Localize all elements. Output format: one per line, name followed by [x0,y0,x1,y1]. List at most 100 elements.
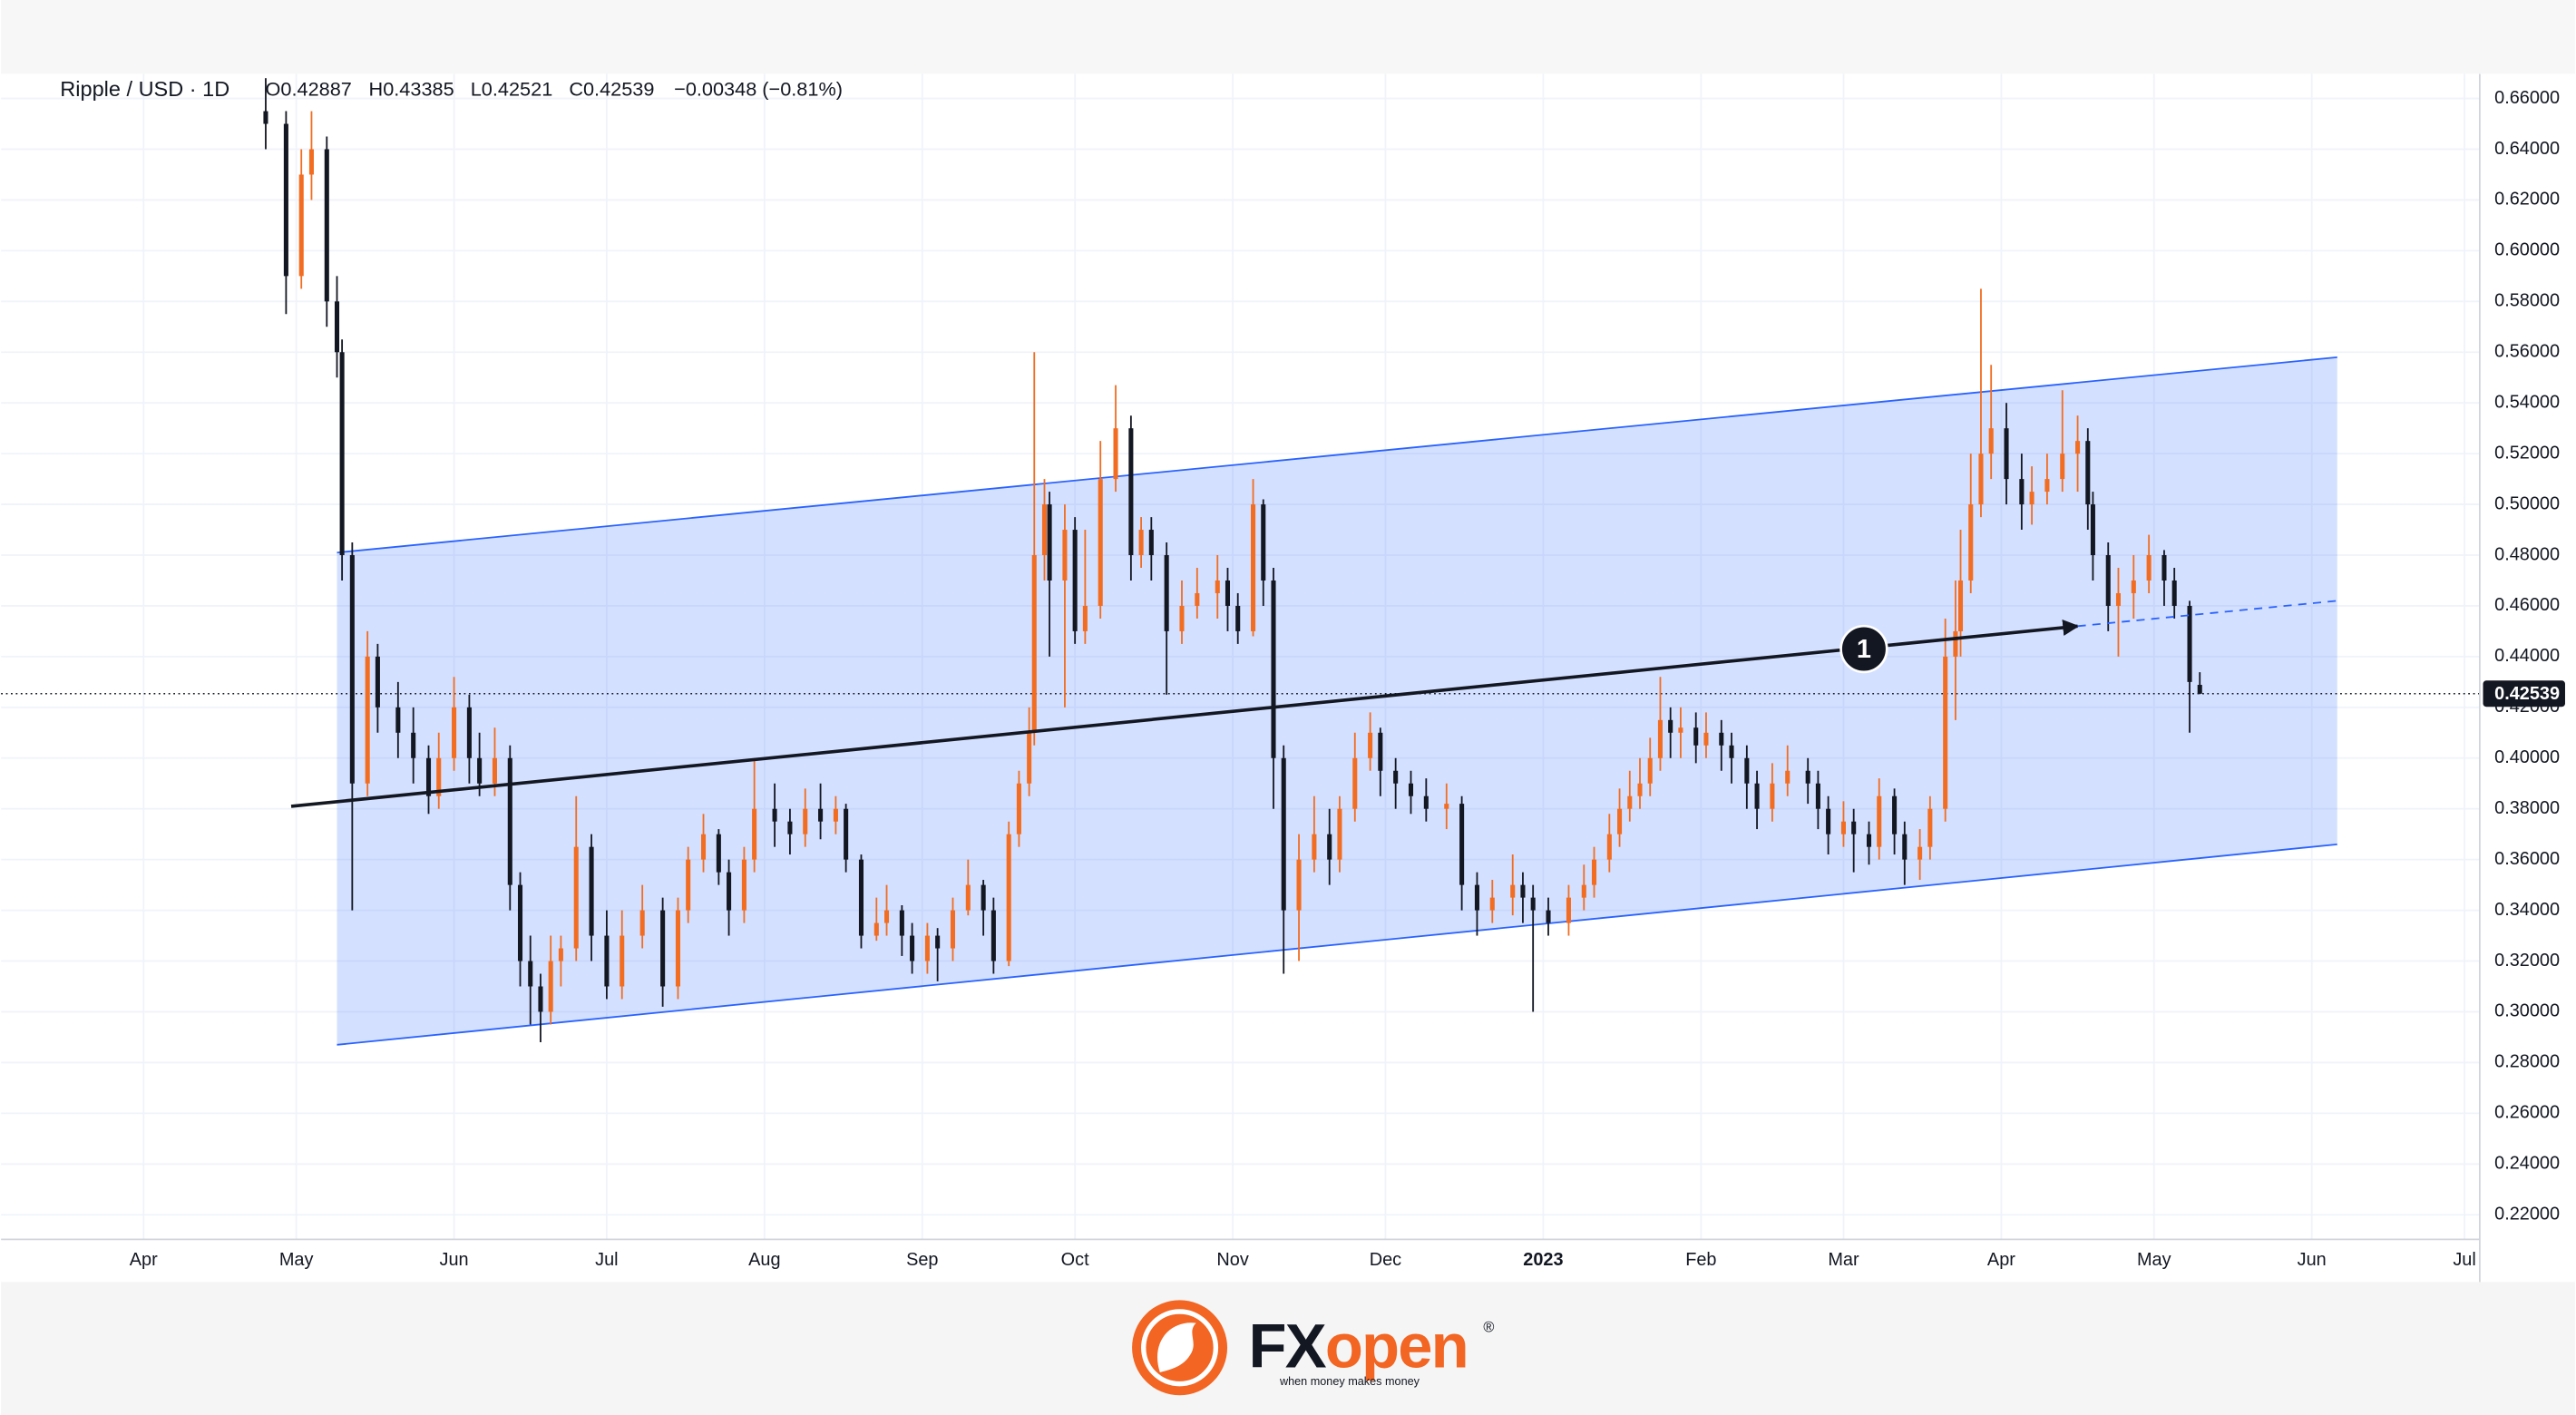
candle-body [1164,555,1169,631]
candle-body [1098,479,1103,606]
candle-body [1744,757,1750,784]
y-tick-label: 0.60000 [2494,240,2560,260]
candle-body [2004,428,2009,480]
logo-wordmark: FXopen [1249,1312,1468,1381]
y-tick-label: 0.54000 [2494,392,2560,412]
x-tick-label: Jun [2298,1250,2327,1270]
candle-body [1815,783,1820,809]
candle-body [772,808,777,822]
candle-body [517,884,523,961]
y-tick-label: 0.48000 [2494,544,2560,564]
symbol: Ripple / USD · 1D [60,77,229,101]
candle-body [965,884,971,911]
y-tick-label: 0.26000 [2494,1103,2560,1123]
candle-body [1041,504,1048,556]
candle-body [935,935,941,949]
y-tick-label: 0.28000 [2494,1052,2560,1072]
y-tick-label: 0.44000 [2494,646,2560,666]
candle-body [1581,884,1586,898]
candle-body [883,910,890,923]
candle-body [1261,504,1266,581]
candle-body [1785,770,1791,784]
candle-body [2187,605,2192,682]
candle-body [538,986,543,1012]
candle-body [1826,808,1831,834]
candle-body [1138,530,1144,556]
y-tick-label: 0.30000 [2494,1001,2560,1021]
candle-body [787,821,793,834]
annotation-marker [1839,624,1888,674]
candle-body [2029,492,2034,505]
candle-body [686,859,691,911]
candle-body [1006,834,1011,961]
candle-body [2161,555,2167,581]
x-tick-label: Nov [1216,1250,1248,1270]
candle-body [1474,884,1479,911]
ohlc-change: −0.00348 (−0.81%) [674,77,843,100]
y-tick-label: 0.40000 [2494,747,2560,767]
candle-body [660,910,666,987]
candle-body [1566,897,1571,923]
candle-body [1327,834,1332,860]
candle-body [1840,821,1846,834]
logo-open: open [1325,1312,1468,1381]
channel-lower [337,843,2337,1046]
candle-body [1617,808,1623,834]
ohlc-open: O0.42887 [266,77,352,100]
x-tick-label: Aug [748,1250,780,1270]
x-tick-label: Jul [595,1250,618,1270]
last-price-label: 0.42539 [2494,684,2560,704]
candle-body [1251,504,1256,631]
candle-body [910,935,915,961]
candle-body [2146,555,2152,581]
y-tick-label: 0.58000 [2494,291,2560,311]
top-band [1,0,2575,74]
y-tick-label: 0.36000 [2494,849,2560,869]
candle-body [2019,479,2025,505]
candle-body [1393,770,1399,784]
x-tick-label: Sep [906,1250,938,1270]
x-tick-label: Apr [1987,1250,2015,1270]
logo-fx: FX [1249,1312,1327,1381]
y-tick-label: 0.56000 [2494,342,2560,362]
candle-body [436,757,442,796]
x-tick-label: Jul [2453,1250,2475,1270]
candle-body [1352,757,1358,809]
y-tick-label: 0.50000 [2494,493,2560,513]
candle-body [833,808,838,822]
candle-body [334,301,340,353]
footer-band [1,1282,2575,1415]
candle-body [844,808,849,860]
candle-body [1016,783,1021,834]
candle-body [1678,727,1683,733]
plot: 1 [1,78,2480,1046]
candle-body [2197,685,2202,694]
y-tick-label: 0.22000 [2494,1204,2560,1224]
candle-body [2105,555,2111,606]
candle-body [2090,504,2095,556]
candle-body [1693,727,1699,746]
candle-body [1968,504,1974,581]
x-tick-label: 2023 [1523,1250,1563,1270]
candle-body [1953,630,1958,657]
candle-body [1770,783,1775,809]
candle-body [1031,555,1037,733]
candle-body [727,872,732,911]
candle-body [1703,732,1709,746]
candle-body [639,910,645,936]
candle-body [803,808,808,834]
y-tick-label: 0.52000 [2494,443,2560,463]
candle-body [1927,808,1933,847]
candle-body [981,884,986,911]
y-tick-label: 0.38000 [2494,798,2560,818]
candle-body [1271,580,1276,758]
candle-body [375,656,380,708]
candle-body [1754,783,1760,809]
candle-body [349,555,355,784]
grid [1,73,2480,1240]
candle-body [1866,834,1872,847]
candle-body [1072,530,1078,631]
channel-upper [337,356,2337,554]
